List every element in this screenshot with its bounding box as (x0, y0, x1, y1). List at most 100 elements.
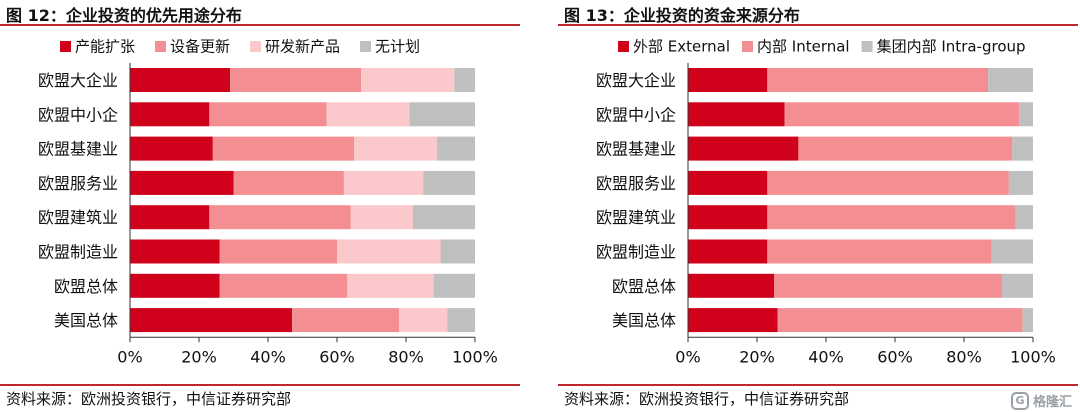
bar-segment (233, 170, 344, 195)
bar-segment (688, 68, 768, 92)
category-label: 欧盟大企业 (596, 71, 676, 90)
legend-label: 外部 External (633, 38, 730, 56)
bar-segment (350, 205, 413, 230)
bar-segment (688, 102, 785, 127)
x-tick-label: 80% (388, 347, 424, 366)
legend-label: 设备更新 (170, 38, 230, 56)
x-tick-label: 20% (181, 347, 217, 366)
category-label: 美国总体 (54, 311, 118, 330)
legend-swatch (60, 41, 71, 52)
legend-swatch (742, 41, 754, 52)
category-label: 欧盟基建业 (38, 140, 118, 159)
bar-segment (209, 102, 327, 127)
bar-segment (784, 102, 1020, 127)
bar-segment (337, 239, 441, 264)
source-note: 资料来源：欧洲投资银行，中信证券研究部 (564, 390, 850, 408)
bar-segment (399, 308, 448, 333)
category-label: 欧盟基建业 (596, 140, 676, 159)
category-label: 欧盟总体 (612, 277, 676, 296)
bar-segment (423, 170, 475, 195)
bar-segment (1012, 136, 1033, 161)
bar-segment (454, 68, 475, 92)
legend-swatch (155, 41, 167, 52)
legend-swatch (861, 41, 873, 52)
source-divider (558, 384, 1078, 386)
stacked-bar-chart-sources: 外部 External 内部 Internal 集团内部 Intra-group 欧盟… (596, 38, 1056, 367)
bar-segment (209, 205, 351, 230)
category-label: 欧盟大企业 (38, 71, 118, 90)
bar-segment (988, 68, 1033, 92)
source-divider (0, 384, 520, 386)
category-label: 欧盟制造业 (596, 243, 676, 262)
bar-segment (440, 239, 475, 264)
bar-segment (130, 273, 220, 298)
legend-swatch (250, 41, 262, 52)
bar-segment (437, 136, 475, 161)
bar-segment (1001, 273, 1033, 298)
bar-segment (777, 308, 1023, 333)
x-tick-label: 80% (946, 347, 982, 366)
legend-swatch (360, 41, 372, 52)
x-tick-label: 20% (739, 347, 775, 366)
bar-segment (212, 136, 355, 161)
x-tick-label: 100% (452, 347, 498, 366)
legend-label: 集团内部 Intra-group (877, 38, 1026, 56)
bar-segment (433, 273, 475, 298)
legend-label: 内部 Internal (757, 38, 850, 56)
bar-segment (354, 136, 438, 161)
bar-segment (130, 239, 220, 264)
watermark-text: 格隆汇 (1032, 395, 1072, 410)
bar-segment (688, 239, 768, 264)
category-label: 欧盟中小企 (38, 105, 118, 124)
bar-segment (219, 273, 348, 298)
bar-segment (798, 136, 1013, 161)
bar-segment (767, 170, 1009, 195)
watermark: G 格隆汇 (1010, 391, 1072, 410)
legend-label: 无计划 (375, 38, 420, 56)
legend-label: 产能扩张 (75, 38, 135, 56)
x-tick-label: 60% (319, 347, 355, 366)
bar-segment (688, 136, 799, 161)
bar-segment (412, 205, 475, 230)
bar-segment (130, 205, 210, 230)
category-label: 欧盟服务业 (596, 174, 676, 193)
category-label: 欧盟制造业 (38, 243, 118, 262)
bar-segment (688, 170, 768, 195)
bar-segment (219, 239, 337, 264)
chart-panel-investment-uses: 图 12：企业投资的优先用途分布 产能扩张 设备更新 研发新产品 无计划 欧盟大企业 欧盟… (0, 0, 532, 414)
source-note: 资料来源：欧洲投资银行，中信证券研究部 (6, 390, 292, 408)
bar-segment (347, 273, 434, 298)
category-label: 欧盟建筑业 (596, 208, 676, 227)
bar-segment (1008, 170, 1033, 195)
x-tick-label: 0% (117, 347, 142, 366)
bar-segment (774, 273, 1002, 298)
legend-label: 研发新产品 (265, 38, 340, 56)
bar-segment (409, 102, 475, 127)
category-label: 欧盟建筑业 (38, 208, 118, 227)
bar-segment (767, 239, 992, 264)
bar-segment (1022, 308, 1033, 333)
bar-segment (130, 136, 213, 161)
category-label: 欧盟总体 (54, 277, 118, 296)
bar-segment (292, 308, 400, 333)
bar-segment (343, 170, 424, 195)
bar-segment (230, 68, 362, 92)
bar-segment (130, 68, 231, 92)
bar-segment (688, 273, 775, 298)
bar-segment (130, 308, 293, 333)
bar-segment (447, 308, 475, 333)
bar-segment (326, 102, 410, 127)
bar-segment (688, 308, 778, 333)
x-tick-label: 60% (877, 347, 913, 366)
bar-segment (688, 205, 768, 230)
category-label: 美国总体 (612, 311, 676, 330)
category-label: 欧盟中小企 (596, 105, 676, 124)
bar-segment (767, 205, 1016, 230)
bar-segment (361, 68, 455, 92)
watermark-logo-icon: G (1010, 391, 1029, 410)
bar-segment (1015, 205, 1033, 230)
stacked-bar-chart-uses: 产能扩张 设备更新 研发新产品 无计划欧盟大企业欧盟中小企欧盟基建业欧盟服务业欧盟建筑… (38, 38, 498, 367)
category-label: 欧盟服务业 (38, 174, 118, 193)
x-tick-label: 40% (250, 347, 286, 366)
x-tick-label: 100% (1010, 347, 1056, 366)
